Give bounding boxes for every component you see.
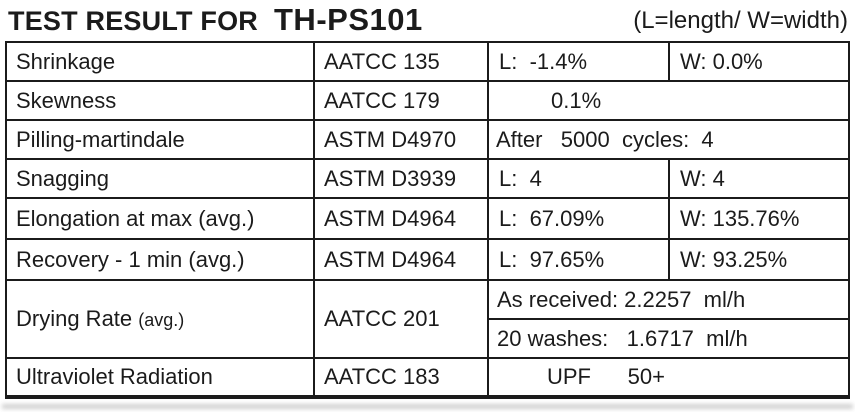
cell-method: ASTM D3939: [313, 158, 489, 199]
cell-test-name: Drying Rate (avg.): [5, 279, 315, 359]
cell-test-name: Snagging: [5, 158, 315, 199]
test-name-main: Drying Rate: [16, 306, 139, 331]
table-row: Pilling-martindale ASTM D4970 After 5000…: [5, 119, 850, 160]
scan-shadow: [2, 404, 853, 409]
product-code: TH-PS101: [274, 2, 423, 37]
cell-test-name: Shrinkage: [5, 41, 315, 82]
test-name-suffix: (avg.): [138, 310, 185, 330]
cell-value-length: L: -1.4%: [487, 41, 670, 82]
cell-value-20-washes: 20 washes: 1.6717 ml/h: [487, 318, 850, 359]
cell-value-length: L: 97.65%: [487, 238, 670, 281]
table-row: Ultraviolet Radiation AATCC 183 UPF 50+: [5, 357, 850, 399]
cell-value-width: W: 4: [668, 158, 850, 199]
cell-value-length: L: 4: [487, 158, 670, 199]
cell-test-name: Skewness: [5, 80, 315, 121]
cell-method: AATCC 179: [313, 80, 489, 121]
legend-label: (L=length/ W=width): [633, 7, 848, 34]
cell-value: UPF 50+: [487, 357, 850, 399]
table-row: Drying Rate (avg.) AATCC 201 As received…: [5, 279, 850, 359]
table-row: Skewness AATCC 179 0.1%: [5, 80, 850, 121]
cell-test-name: Pilling-martindale: [5, 119, 315, 160]
cell-method: AATCC 183: [313, 357, 489, 399]
cell-value-length: L: 67.09%: [487, 197, 670, 240]
cell-value: 0.1%: [487, 80, 850, 121]
cell-method: AATCC 201: [313, 279, 489, 359]
cell-method: AATCC 135: [313, 41, 489, 82]
test-results-table: Shrinkage AATCC 135 L: -1.4% W: 0.0% Ske…: [5, 41, 850, 399]
cell-value-width: W: 0.0%: [668, 41, 850, 82]
cell-test-name: Elongation at max (avg.): [5, 197, 315, 240]
cell-method: ASTM D4970: [313, 119, 489, 160]
cell-value-width: W: 135.76%: [668, 197, 850, 240]
cell-value: After 5000 cycles: 4: [487, 119, 850, 160]
table-row: Snagging ASTM D3939 L: 4 W: 4: [5, 158, 850, 199]
cell-test-name: Ultraviolet Radiation: [5, 357, 315, 399]
table-row: Elongation at max (avg.) ASTM D4964 L: 6…: [5, 197, 850, 240]
cell-value-as-received: As received: 2.2257 ml/h: [487, 279, 850, 320]
table-row: Recovery - 1 min (avg.) ASTM D4964 L: 97…: [5, 238, 850, 281]
table-subrow: 20 washes: 1.6717 ml/h: [6, 318, 850, 359]
page-title: TEST RESULT FOR: [8, 6, 258, 36]
cell-test-name: Recovery - 1 min (avg.): [5, 238, 315, 281]
table-row: Shrinkage AATCC 135 L: -1.4% W: 0.0%: [5, 41, 850, 82]
cell-method: ASTM D4964: [313, 238, 489, 281]
cell-value-width: W: 93.25%: [668, 238, 850, 281]
page-header: TEST RESULT FOR TH-PS101: [8, 2, 423, 38]
cell-method: ASTM D4964: [313, 197, 489, 240]
